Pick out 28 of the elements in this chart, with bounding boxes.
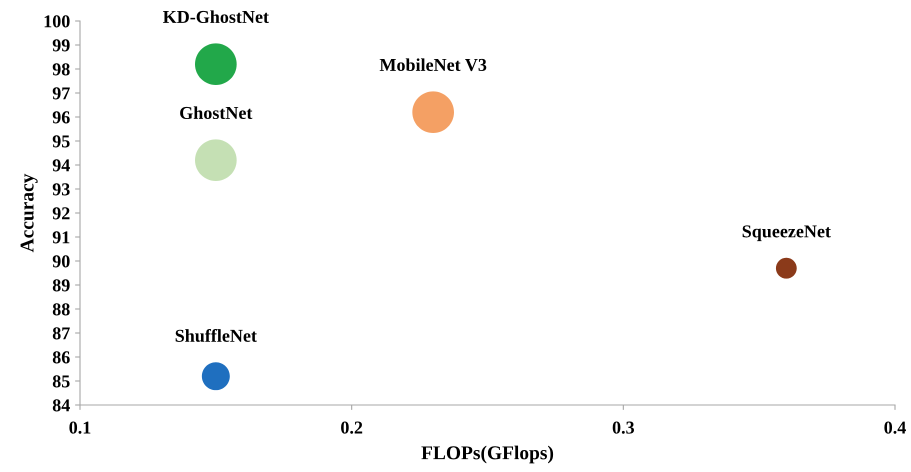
y-tick-label: 95 (52, 135, 70, 148)
y-tick-label: 97 (52, 87, 70, 100)
y-axis-title: Accuracy (20, 174, 38, 252)
y-tick-label: 98 (52, 63, 70, 76)
y-tick-label: 87 (52, 327, 70, 340)
y-tick-label: 85 (52, 375, 70, 388)
x-axis-title: FLOPs(GFlops) (421, 446, 554, 464)
y-tick-label: 88 (52, 303, 70, 316)
y-tick-label: 84 (52, 399, 70, 412)
y-tick-label: 99 (52, 39, 70, 52)
y-tick-label: 90 (52, 255, 70, 268)
y-tick-label: 86 (52, 351, 70, 364)
y-tick-label: 91 (52, 231, 70, 244)
y-tick-label: 96 (52, 111, 70, 124)
x-tick-label: 0.1 (69, 421, 90, 434)
series-label: MobileNet V3 (380, 58, 486, 72)
y-tick-label: 100 (44, 15, 70, 28)
series-label: SqueezeNet (742, 225, 831, 242)
series-label: GhostNet (180, 106, 252, 120)
y-tick-label: 94 (52, 159, 70, 172)
series-label: KD-GhostNet (162, 10, 269, 24)
y-tick-label: 92 (52, 207, 70, 220)
x-tick-label: 0.3 (612, 421, 634, 434)
y-tick-label: 93 (52, 183, 70, 196)
x-tick-label: 0.2 (341, 421, 362, 434)
x-tick-label: 0.4 (884, 421, 906, 434)
y-tick-label: 89 (52, 279, 70, 292)
series-label: ShuffleNet (176, 329, 257, 342)
